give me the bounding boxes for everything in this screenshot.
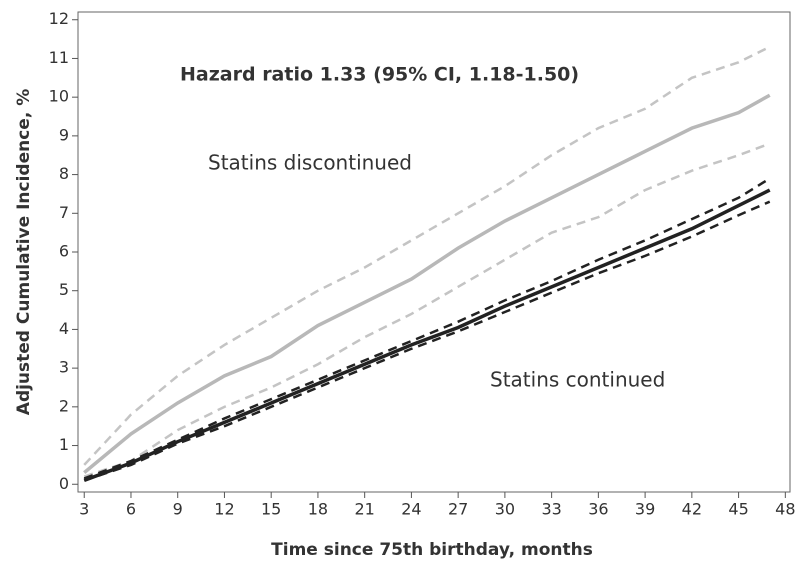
x-tick-label: 48 [775, 500, 795, 519]
y-tick-label: 10 [49, 87, 69, 106]
y-tick-label: 8 [59, 164, 69, 183]
x-tick-label: 39 [635, 500, 655, 519]
annotation: Hazard ratio 1.33 (95% CI, 1.18-1.50) [180, 64, 579, 86]
y-tick-label: 1 [59, 435, 69, 454]
x-tick-label: 18 [308, 500, 328, 519]
x-tick-label: 42 [682, 500, 702, 519]
y-tick-label: 12 [49, 9, 69, 28]
x-tick-label: 15 [261, 500, 281, 519]
y-tick-label: 9 [59, 125, 69, 144]
x-tick-label: 21 [354, 500, 374, 519]
series-line [83, 188, 771, 483]
series-line [83, 142, 771, 478]
y-tick-label: 7 [59, 203, 69, 222]
annotation: Statins continued [490, 368, 665, 392]
y-tick-label: 0 [59, 474, 69, 493]
series-line [83, 177, 771, 480]
x-tick-label: 30 [495, 500, 515, 519]
x-tick-label: 36 [588, 500, 608, 519]
x-tick-label: 6 [126, 500, 136, 519]
y-tick-label: 6 [59, 242, 69, 261]
x-axis-title: Time since 75th birthday, months [271, 540, 593, 560]
annotation: Statins discontinued [208, 151, 412, 175]
x-tick-label: 24 [401, 500, 421, 519]
x-tick-label: 9 [173, 500, 183, 519]
series-line [83, 200, 771, 482]
x-tick-label: 33 [541, 500, 561, 519]
y-axis-title: Adjusted Cumulative Incidence, % [14, 89, 34, 415]
series-line [83, 93, 771, 474]
y-tick-label: 11 [49, 48, 69, 67]
x-tick-label: 27 [448, 500, 468, 519]
y-tick-label: 3 [59, 358, 69, 377]
series-line [83, 45, 771, 466]
x-tick-label: 12 [214, 500, 234, 519]
x-tick-label: 45 [728, 500, 748, 519]
y-tick-label: 2 [59, 396, 69, 415]
y-tick-label: 4 [59, 319, 69, 338]
x-tick-label: 3 [79, 500, 89, 519]
y-tick-label: 5 [59, 280, 69, 299]
